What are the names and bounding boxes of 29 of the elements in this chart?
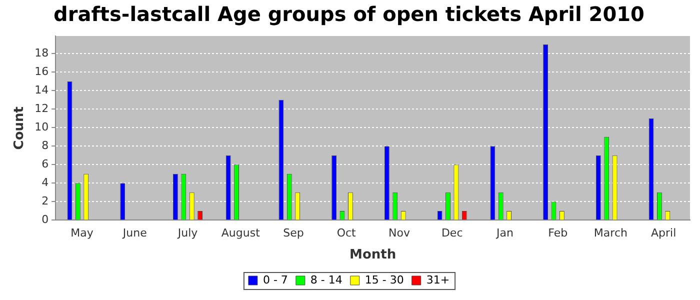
- y-tick-label: 18: [34, 46, 49, 60]
- x-tick-label: Feb: [548, 226, 568, 240]
- x-tick-label: August: [221, 226, 261, 240]
- x-tick-label: April: [650, 226, 676, 240]
- y-tick-label: 16: [34, 64, 49, 78]
- x-axis-title: Month: [350, 248, 396, 263]
- legend-label: 31+: [426, 273, 450, 286]
- x-tick-label: June: [122, 226, 148, 240]
- legend-label: 0 - 7: [262, 273, 288, 286]
- legend-label: 15 - 30: [364, 273, 404, 286]
- y-tick-label: 4: [42, 176, 49, 190]
- y-tick-label: 6: [42, 158, 49, 171]
- x-tick-label: Sep: [283, 226, 304, 240]
- x-tick-label: Dec: [441, 226, 463, 240]
- y-tick-label: 0: [42, 213, 49, 226]
- y-tick-label: 10: [34, 120, 49, 134]
- x-tick-label: Jan: [495, 226, 514, 240]
- y-tick-label: 12: [34, 102, 49, 115]
- y-tick-label: 14: [34, 83, 49, 96]
- y-tick-label: 2: [42, 194, 49, 208]
- legend-label: 8 - 14: [310, 273, 342, 286]
- x-tick-label: March: [594, 226, 628, 240]
- chart-title: drafts-lastcall Age groups of open tickets April 2010: [54, 2, 644, 26]
- x-tick-label: Nov: [388, 226, 410, 240]
- y-axis-title: Count: [12, 106, 28, 150]
- y-tick-label: 8: [42, 139, 49, 152]
- x-tick-label: May: [70, 226, 94, 240]
- x-tick-label: Oct: [336, 226, 357, 240]
- x-tick-label: July: [176, 226, 198, 240]
